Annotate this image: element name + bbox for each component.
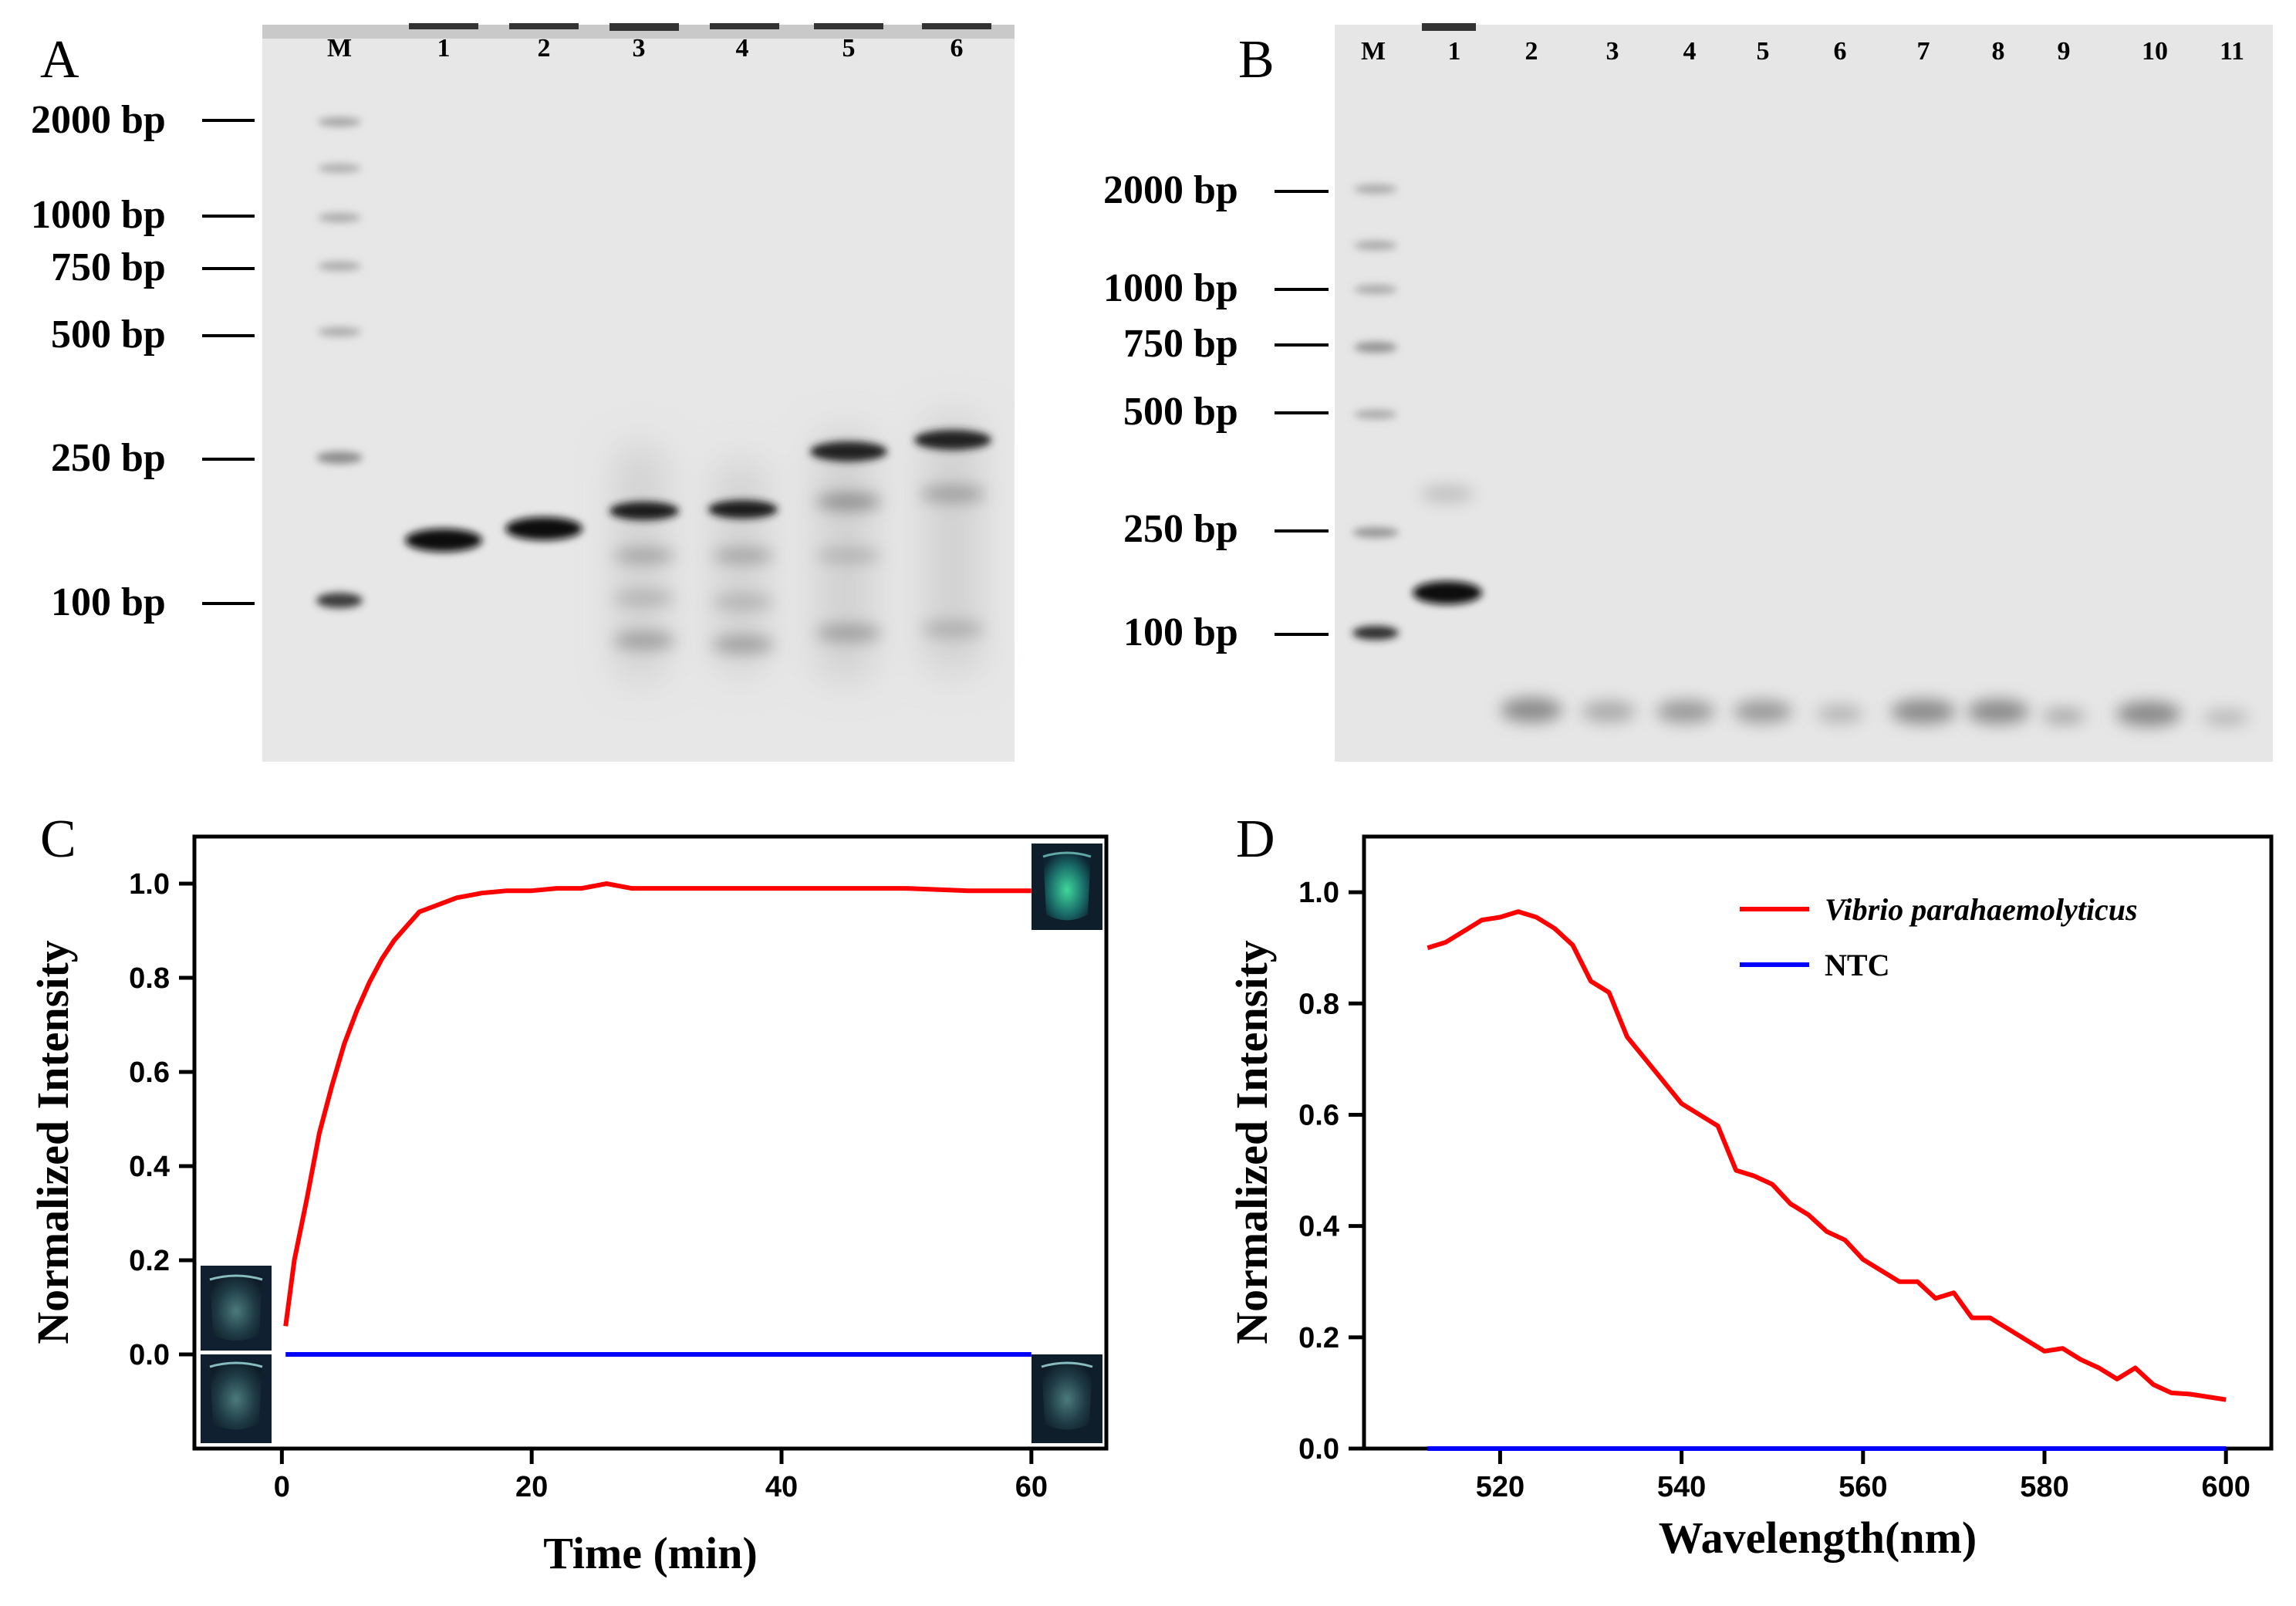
gel-a-lane-label: 1 xyxy=(437,34,451,63)
marker-label: 2000 bp xyxy=(31,98,166,142)
marker-label: 2000 bp xyxy=(1103,168,1238,212)
panel-letter-a: A xyxy=(40,30,79,90)
gel-a-lane-label: M xyxy=(327,34,352,63)
marker-label: 1000 bp xyxy=(1103,266,1238,310)
gel-a-bands xyxy=(405,430,991,652)
tube-photo-positive xyxy=(1032,844,1102,930)
chart-d: 520 540 560 580 600 0.0 0.2 0.4 0.6 0.8 1.0 Wavele… xyxy=(1227,834,2274,1563)
x-tick-label: 600 xyxy=(2201,1471,2250,1503)
series-line-vibrio-parahaemolyticus xyxy=(1427,909,2227,1402)
gel-b-wells xyxy=(1422,23,1476,31)
panel-letter-d: D xyxy=(1236,810,1275,869)
marker-label: 500 bp xyxy=(1123,390,1238,434)
gel-b-background xyxy=(1335,25,2273,762)
gel-b-lane-label: 6 xyxy=(1834,37,1847,66)
chart-c-series xyxy=(283,881,1032,1357)
y-tick-label: 1.0 xyxy=(129,868,170,901)
gel-a-lane-label: 2 xyxy=(538,34,551,63)
gel-a-markers: 2000 bp 1000 bp 750 bp 500 bp 250 bp 100… xyxy=(31,98,255,624)
gel-b-markers: 2000 bp 1000 bp 750 bp 500 bp 250 bp 100… xyxy=(1103,168,1329,654)
panel-letter-b: B xyxy=(1238,30,1275,90)
gel-b-lane-label: 7 xyxy=(1917,37,1930,66)
chart-d-series xyxy=(1427,909,2227,1451)
gel-a-wells xyxy=(409,23,991,31)
gel-a-lane-label: 4 xyxy=(736,34,749,63)
chart-d-legend: Vibrio parahaemolyticus NTC xyxy=(1740,892,2138,982)
y-tick-label: 0.4 xyxy=(129,1151,170,1183)
gel-b-lane-label: 1 xyxy=(1448,37,1461,66)
x-tick-label: 580 xyxy=(2020,1471,2068,1503)
gel-b-bands xyxy=(1413,486,2249,726)
gel-b-lane-label: 9 xyxy=(2058,37,2071,66)
x-tick-label: 60 xyxy=(1015,1471,1048,1503)
x-tick-label: 20 xyxy=(515,1471,548,1503)
series-line-positive xyxy=(283,881,1032,1327)
chart-c: 0 20 40 60 0.0 0.2 0.4 0.6 0.8 1.0 Time (min) Nor… xyxy=(28,834,1109,1578)
y-tick-label: 0.6 xyxy=(129,1057,170,1089)
legend-label-ntc: NTC xyxy=(1825,948,1889,982)
gel-a-ladder xyxy=(316,117,363,608)
gel-a: M 1 2 3 4 5 6 xyxy=(262,23,1015,762)
y-tick-label: 0.4 xyxy=(1298,1211,1339,1243)
gel-b-lane-label: 4 xyxy=(1683,37,1697,66)
gel-a-lane-label: 3 xyxy=(633,34,646,63)
gel-b-lane-label: 8 xyxy=(1992,37,2005,66)
chart-d-ylabel: Normalized Intensity xyxy=(1227,940,1277,1344)
marker-label: 100 bp xyxy=(51,580,166,624)
x-tick-label: 0 xyxy=(274,1471,290,1503)
y-tick-label: 0.0 xyxy=(1298,1433,1339,1466)
tube-photo-negative-bottom xyxy=(201,1354,272,1443)
y-tick-label: 0.8 xyxy=(129,962,170,995)
gel-a-lane-labels: M 1 2 3 4 5 6 xyxy=(327,34,964,63)
chart-c-xlabel: Time (min) xyxy=(543,1528,758,1578)
panel-letter-c: C xyxy=(40,810,76,869)
y-tick-label: 0.2 xyxy=(129,1245,170,1277)
chart-d-frame xyxy=(1362,834,2274,1451)
gel-b-lane-label: 11 xyxy=(2220,37,2244,66)
gel-b-lane-label: 10 xyxy=(2142,37,2168,66)
gel-b: M 1 2 3 4 5 6 7 8 9 10 11 xyxy=(1335,23,2273,762)
y-tick-label: 0.6 xyxy=(1298,1099,1339,1131)
x-tick-label: 520 xyxy=(1476,1471,1524,1503)
tube-photo-negative-top xyxy=(201,1266,272,1351)
marker-label: 1000 bp xyxy=(31,193,166,237)
chart-c-ticks: 0 20 40 60 0.0 0.2 0.4 0.6 0.8 1.0 xyxy=(129,868,1048,1503)
x-tick-label: 560 xyxy=(1838,1471,1887,1503)
chart-d-ticks: 520 540 560 580 600 0.0 0.2 0.4 0.6 0.8 1.0 xyxy=(1298,877,2250,1503)
gel-b-lane-label: M xyxy=(1361,37,1386,66)
tube-photo-negative-right xyxy=(1032,1354,1102,1443)
chart-c-frame xyxy=(192,834,1109,1451)
marker-label: 100 bp xyxy=(1123,610,1238,654)
y-tick-label: 0.0 xyxy=(129,1339,170,1371)
chart-c-ylabel: Normalized Intensity xyxy=(28,940,78,1344)
marker-label: 750 bp xyxy=(1123,322,1238,366)
gel-b-lane-labels: M 1 2 3 4 5 6 7 8 9 10 11 xyxy=(1361,37,2244,66)
legend-label-vibrio: Vibrio parahaemolyticus xyxy=(1825,892,2138,927)
marker-label: 250 bp xyxy=(1123,507,1238,551)
gel-a-lane-label: 6 xyxy=(950,34,964,63)
marker-label: 750 bp xyxy=(51,245,166,289)
marker-label: 500 bp xyxy=(51,313,166,357)
x-tick-label: 40 xyxy=(765,1471,798,1503)
chart-d-xlabel: Wavelength(nm) xyxy=(1659,1513,1977,1563)
gel-b-lane-label: 2 xyxy=(1525,37,1538,66)
y-tick-label: 1.0 xyxy=(1298,877,1339,909)
y-tick-label: 0.8 xyxy=(1298,988,1339,1020)
gel-b-lane-label: 3 xyxy=(1606,37,1619,66)
gel-b-ladder xyxy=(1352,184,1399,640)
marker-label: 250 bp xyxy=(51,436,166,480)
gel-b-lane-label: 5 xyxy=(1757,37,1770,66)
x-tick-label: 540 xyxy=(1657,1471,1706,1503)
y-tick-label: 0.2 xyxy=(1298,1322,1339,1354)
gel-a-lane-label: 5 xyxy=(842,34,856,63)
